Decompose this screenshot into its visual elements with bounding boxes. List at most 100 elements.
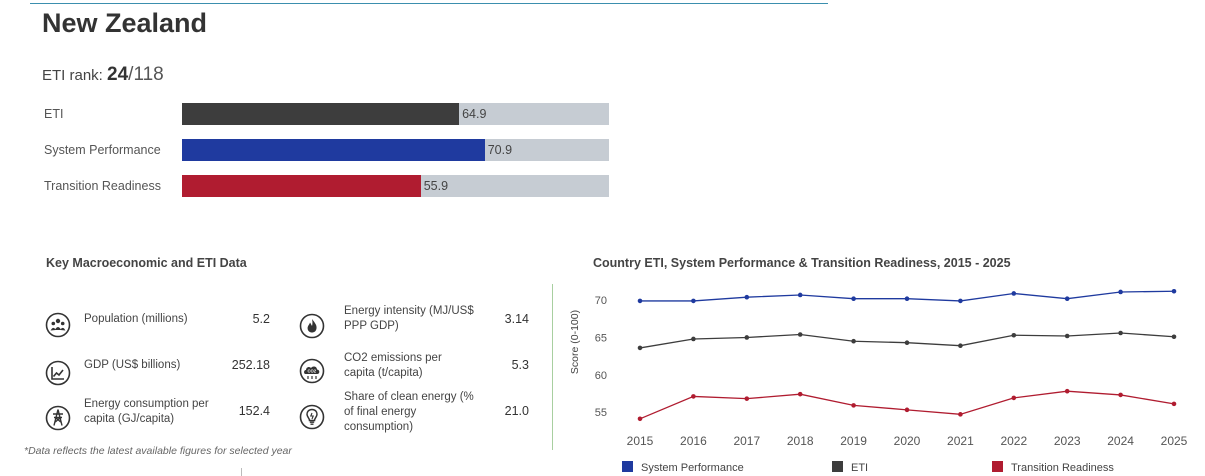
data-point-eti — [744, 335, 750, 340]
legend-system-performance: System Performance — [622, 461, 744, 474]
data-point-transition-readiness — [1118, 392, 1123, 398]
footnote: *Data reflects the latest available figu… — [24, 445, 292, 457]
legend-swatch — [992, 461, 1003, 472]
score-fill-eti — [182, 103, 460, 125]
score-label: System Performance — [44, 143, 161, 157]
data-point-system-performance — [1064, 296, 1070, 301]
metric-value-co2: 5.3 — [511, 358, 529, 372]
score-value: 55.9 — [423, 179, 449, 193]
metric-value-energy-intensity: 3.14 — [504, 312, 529, 326]
legend-label: System Performance — [641, 462, 744, 474]
score-row-transition-readiness: Transition Readiness 55.9 — [0, 175, 640, 197]
x-tick-label: 2025 — [1161, 434, 1188, 448]
score-label: ETI — [44, 107, 64, 121]
legend-eti: ETI — [832, 461, 868, 474]
co2-cloud-icon: CO2 — [299, 358, 325, 384]
data-point-eti — [691, 336, 696, 342]
data-point-eti — [797, 332, 803, 337]
score-row-system-performance: System Performance 70.9 — [0, 139, 640, 161]
legend-transition-readiness: Transition Readiness — [992, 461, 1114, 474]
score-label: Transition Readiness — [44, 179, 161, 193]
rank-value: 24 — [107, 64, 129, 85]
data-point-transition-readiness — [1011, 395, 1017, 401]
macro-section-title: Key Macroeconomic and ETI Data — [46, 256, 247, 270]
rank-total: /118 — [128, 64, 164, 85]
metric-value-energy-consumption: 152.4 — [238, 404, 270, 418]
x-tick-label: 2022 — [1000, 434, 1027, 448]
x-tick-label: 2020 — [894, 434, 921, 448]
data-point-system-performance — [904, 296, 910, 301]
metric-label-population: Population (millions) — [84, 313, 188, 325]
data-point-eti — [851, 338, 856, 344]
bulb-icon — [299, 404, 325, 430]
score-row-eti: ETI 64.9 — [0, 103, 640, 125]
x-tick-label: 2019 — [840, 434, 867, 448]
population-icon — [45, 312, 71, 338]
data-point-system-performance — [1118, 289, 1123, 295]
metric-value-gdp: 252.18 — [231, 358, 270, 372]
section-divider — [552, 284, 553, 450]
metric-value-clean-energy: 21.0 — [504, 404, 529, 418]
data-point-transition-readiness — [744, 396, 750, 401]
data-point-system-performance — [958, 298, 963, 304]
score-track: 70.9 — [182, 139, 609, 161]
chart-title: Country ETI, System Performance & Transi… — [593, 256, 1011, 270]
data-point-system-performance — [1171, 288, 1177, 294]
eti-rank: ETI rank: 24/118 — [42, 64, 164, 86]
data-point-transition-readiness — [1064, 388, 1070, 394]
series-line-transition-readiness — [639, 390, 1175, 420]
score-track: 55.9 — [182, 175, 609, 197]
header-rule — [30, 3, 828, 4]
data-point-eti — [1064, 333, 1070, 339]
data-point-system-performance — [1011, 291, 1017, 296]
score-fill-transition-readiness — [182, 175, 421, 197]
metric-value-population: 5.2 — [252, 312, 270, 326]
data-point-transition-readiness — [691, 394, 696, 399]
x-tick-label: 2024 — [1107, 434, 1134, 448]
country-title: New Zealand — [42, 8, 208, 38]
y-tick-label: 55 — [595, 407, 607, 419]
legend-swatch — [622, 461, 633, 472]
legend-label: ETI — [851, 462, 869, 474]
x-tick-label: 2023 — [1054, 434, 1081, 448]
rank-label: ETI rank: — [42, 67, 103, 84]
data-point-transition-readiness — [851, 403, 856, 408]
data-point-system-performance — [797, 292, 803, 298]
data-point-eti — [1171, 334, 1177, 340]
score-track: 64.9 — [182, 103, 609, 125]
data-point-eti — [637, 345, 643, 351]
score-value: 70.9 — [487, 143, 513, 157]
y-tick-label: 70 — [595, 295, 607, 307]
metric-label-clean-energy: Share of clean energy (% of final energy… — [344, 391, 474, 433]
metric-label-energy-intensity: Energy intensity (MJ/US$ PPP GDP) — [344, 305, 474, 332]
data-point-transition-readiness — [958, 412, 963, 417]
x-tick-label: 2018 — [787, 434, 814, 448]
data-point-system-performance — [691, 298, 696, 304]
co2-icon-text: CO2 — [307, 369, 316, 374]
bottom-divider — [241, 468, 242, 476]
legend-swatch — [832, 461, 843, 472]
x-tick-label: 2015 — [627, 434, 654, 448]
data-point-system-performance — [637, 298, 643, 304]
data-point-transition-readiness — [797, 391, 803, 397]
data-point-system-performance — [744, 294, 750, 300]
data-point-transition-readiness — [1171, 401, 1177, 407]
y-tick-label: 60 — [595, 370, 607, 382]
metric-label-co2: CO2 emissions per capita (t/capita) — [344, 352, 442, 379]
x-tick-label: 2017 — [733, 434, 760, 448]
y-tick-label: 65 — [595, 332, 607, 344]
data-point-eti — [1011, 332, 1017, 338]
data-point-system-performance — [851, 296, 856, 301]
data-point-eti — [958, 343, 963, 348]
score-fill-system-performance — [182, 139, 485, 161]
line-chart: Score (0-100) 55 60 65 70 2015 2016 2017 2018 20… — [569, 288, 1188, 448]
data-point-transition-readiness — [637, 416, 643, 422]
x-tick-label: 2016 — [680, 434, 707, 448]
flame-icon — [299, 313, 325, 339]
metric-label-gdp: GDP (US$ billions) — [84, 359, 181, 371]
y-axis-label: Score (0-100) — [569, 310, 581, 374]
gdp-chart-icon — [45, 360, 71, 386]
data-point-transition-readiness — [904, 407, 910, 413]
x-tick-label: 2021 — [947, 434, 974, 448]
power-tower-icon — [45, 405, 71, 431]
